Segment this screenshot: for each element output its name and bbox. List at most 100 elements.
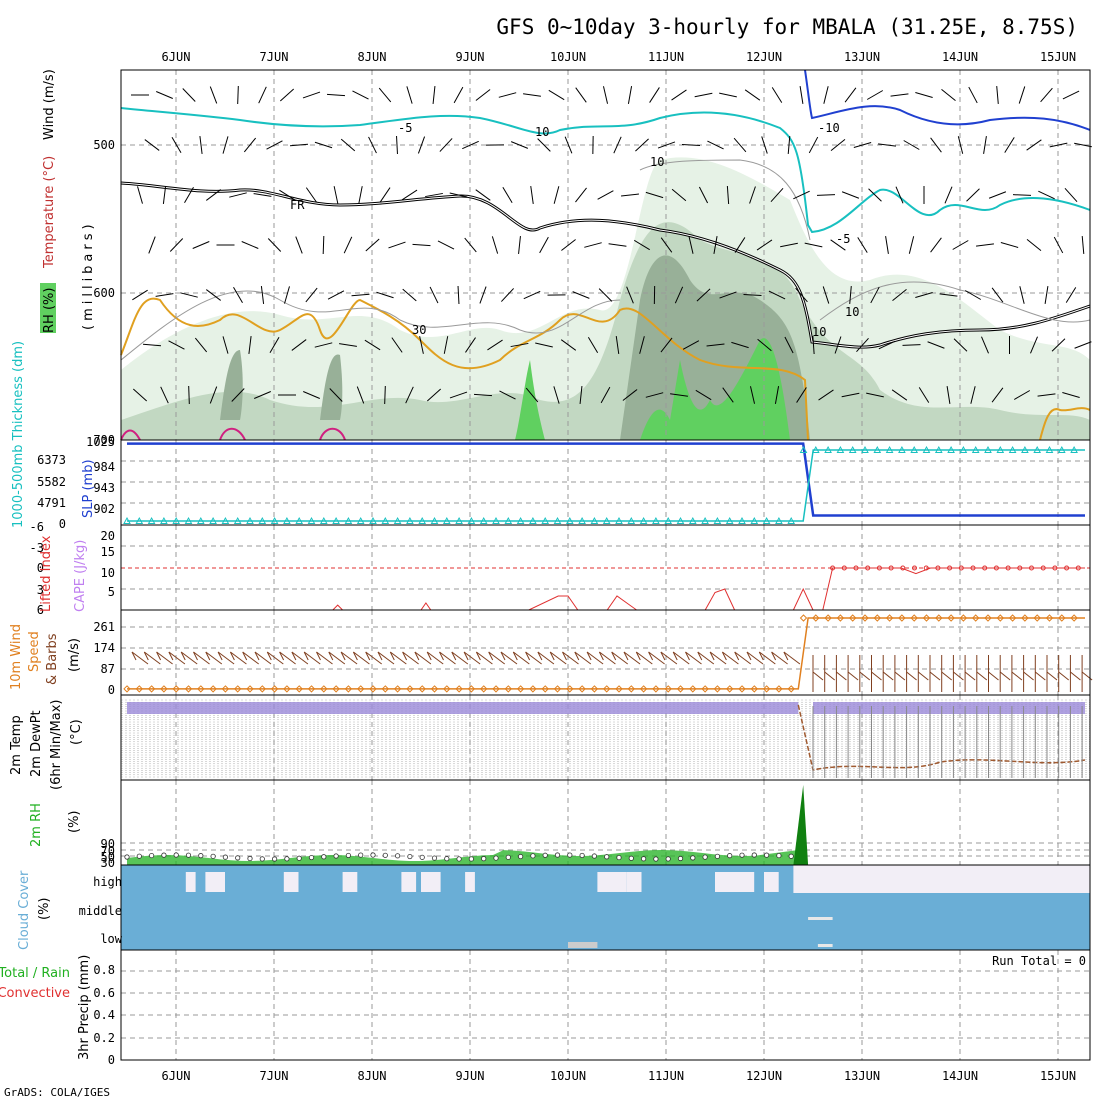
upper-barb-1-30 bbox=[878, 143, 896, 147]
upper-barb-2-30 bbox=[868, 188, 882, 202]
upper-barb-5-18 bbox=[587, 337, 599, 353]
wind-barb-flag-10 bbox=[929, 671, 941, 681]
wind-barb-tick-18 bbox=[352, 651, 358, 661]
upper-barb-0-27 bbox=[799, 86, 804, 104]
bottom-day-7JUN: 7JUN bbox=[260, 1069, 289, 1083]
wind-barb-tick-10 bbox=[254, 651, 260, 661]
contour-label-30: 30 bbox=[412, 323, 426, 337]
upper-barb-4-0 bbox=[132, 289, 148, 301]
contour-label-10-d: 10 bbox=[535, 125, 549, 139]
rh2m-marker-21 bbox=[382, 852, 388, 858]
upper-barb-0-9 bbox=[352, 90, 369, 100]
rh2m-marker-13 bbox=[284, 856, 290, 862]
upper-barb-2-0 bbox=[137, 186, 143, 204]
wind-barb-41 bbox=[635, 651, 653, 665]
upper-barb-5-25 bbox=[757, 338, 772, 352]
bottom-day-9JUN: 9JUN bbox=[456, 1069, 485, 1083]
wind-barb-flag-20 bbox=[1046, 671, 1058, 681]
upper-barb-3-23 bbox=[713, 236, 718, 254]
rh-ytick-90: 90 bbox=[101, 837, 115, 851]
upper-barb-3-13 bbox=[464, 237, 477, 253]
wind-ytick-261: 261 bbox=[93, 620, 115, 634]
wind-marker-17 bbox=[332, 685, 340, 693]
rh2m-marker-53 bbox=[776, 852, 782, 859]
wind-marker-54 bbox=[787, 685, 795, 693]
precip-ytick-0.6: 0.6 bbox=[93, 986, 115, 1000]
upper-barb-3-36 bbox=[1026, 238, 1042, 252]
rh2m-marker-28 bbox=[468, 856, 474, 862]
wind-barb-32 bbox=[525, 651, 542, 665]
upper-barb-1-22 bbox=[681, 144, 701, 146]
wind-barb-43 bbox=[660, 651, 678, 665]
thickness-marker-14 bbox=[295, 516, 304, 524]
wind-marker-73 bbox=[1021, 614, 1029, 622]
wind-marker-72 bbox=[1008, 614, 1017, 622]
wind-barb-tick-14 bbox=[303, 651, 309, 661]
upper-barb-3-5 bbox=[267, 238, 282, 252]
thickness-marker-28 bbox=[467, 516, 476, 524]
upper-barb-6-9 bbox=[356, 386, 365, 404]
upper-barb-6-30 bbox=[866, 392, 884, 398]
upper-barb-5-34 bbox=[981, 336, 989, 354]
wind-barb-tick-50 bbox=[746, 651, 752, 661]
li-ytick-0: 0 bbox=[37, 561, 44, 575]
rh2m-marker-44 bbox=[665, 856, 671, 862]
upper-barb-1-13 bbox=[462, 140, 479, 150]
upper-barb-5-24 bbox=[731, 341, 749, 349]
bottom-day-14JUN: 14JUN bbox=[942, 1069, 978, 1083]
wind-barb-14 bbox=[303, 651, 321, 665]
wind-barb-flag-21 bbox=[1058, 671, 1070, 681]
upper-barb-4-23 bbox=[696, 288, 711, 302]
rh2m-marker-7 bbox=[210, 853, 216, 859]
wind-marker-66 bbox=[935, 614, 943, 622]
wind-barb-52 bbox=[771, 651, 788, 665]
wind-marker-22 bbox=[393, 685, 402, 693]
wind-marker-21 bbox=[381, 685, 390, 693]
temp-ylabel-3: (6hr Min/Max) bbox=[49, 700, 64, 790]
rh2m-marker-19 bbox=[358, 852, 364, 858]
cloud-gap-4 bbox=[401, 872, 417, 892]
wind-barb-22 bbox=[402, 651, 419, 665]
wind-barb-tick-19 bbox=[365, 651, 371, 661]
wind-barb-10 bbox=[254, 651, 272, 665]
rh-ytick-70: 70 bbox=[101, 844, 115, 858]
wind-marker-74 bbox=[1033, 614, 1041, 622]
upper-barb-6-21 bbox=[645, 392, 664, 398]
upper-barb-0-28 bbox=[823, 86, 829, 104]
wind-barb-flag-11 bbox=[941, 671, 953, 681]
li-marker-20 bbox=[1064, 565, 1070, 571]
wind-barb-tick-3 bbox=[168, 651, 174, 661]
upper-ylabel-wind: Wind (m/s) bbox=[42, 69, 57, 140]
wind-barb-tick-28 bbox=[475, 651, 481, 661]
precip-ylabel-b: Convective bbox=[0, 986, 70, 1001]
upper-barb-0-33 bbox=[941, 88, 956, 102]
upper-barb-2-19 bbox=[597, 190, 614, 200]
upper-barb-5-33 bbox=[953, 338, 968, 352]
upper-barb-3-29 bbox=[857, 237, 868, 253]
upper-barb-4-22 bbox=[674, 286, 684, 304]
upper-barb-2-6 bbox=[279, 189, 295, 201]
wind-barb-flag-6 bbox=[882, 671, 894, 681]
wind-barb-tick-35 bbox=[562, 651, 567, 661]
wind-marker-15 bbox=[307, 685, 316, 693]
rh2m-marker-20 bbox=[370, 852, 376, 858]
wind-marker-41 bbox=[627, 685, 636, 693]
wind-marker-28 bbox=[467, 685, 476, 693]
upper-barb-2-13 bbox=[449, 192, 468, 198]
upper-barb-5-20 bbox=[639, 336, 645, 354]
wind-barb-tick-44 bbox=[672, 651, 678, 661]
upper-barb-2-2 bbox=[184, 186, 194, 204]
upper-barb-5-29 bbox=[856, 337, 869, 353]
upper-barb-1-15 bbox=[510, 141, 529, 149]
upper-barb-3-31 bbox=[908, 236, 915, 254]
upper-barb-4-18 bbox=[572, 291, 590, 299]
rh-ytick-50: 50 bbox=[101, 850, 115, 864]
cloud-level-high: high bbox=[93, 875, 122, 889]
top-day-7JUN: 7JUN bbox=[260, 50, 289, 64]
upper-barb-0-21 bbox=[649, 87, 660, 103]
upper-barb-2-17 bbox=[553, 186, 560, 204]
wind-marker-33 bbox=[529, 685, 537, 693]
wind-barb-tick-22 bbox=[402, 651, 408, 661]
upper-barb-5-37 bbox=[1051, 338, 1066, 352]
upper-barb-3-20 bbox=[634, 239, 650, 251]
